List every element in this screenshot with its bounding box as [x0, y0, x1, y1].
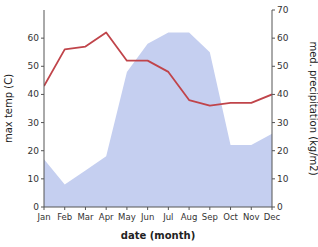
tick-label: 10: [277, 174, 289, 184]
tick-label: May: [118, 212, 136, 222]
y2-axis: 0 10 20 30 40 50 60 70 med. precipitation (kg/m2…: [272, 5, 318, 212]
tick-label: Oct: [223, 212, 238, 222]
tick: [41, 150, 44, 151]
tick: [189, 207, 190, 210]
tick-label: Sep: [202, 212, 218, 222]
tick-label: 20: [28, 146, 40, 156]
tick: [272, 94, 275, 95]
chart: 0 10 20 30 40 50 60 max temp (C) 0 10 20 30 40 50 60 70…: [0, 0, 318, 247]
tick: [41, 66, 44, 67]
tick-label: 40: [277, 89, 289, 99]
tick-label: 30: [28, 118, 40, 128]
tick-label: Nov: [243, 212, 260, 222]
tick: [147, 207, 148, 210]
tick-label: 50: [277, 61, 289, 71]
tick-label: Feb: [57, 212, 72, 222]
tick: [41, 38, 44, 39]
axis-line: [272, 10, 273, 207]
tick-label: 0: [33, 202, 39, 212]
tick-label: Jan: [36, 212, 50, 222]
tick: [41, 94, 44, 95]
tick: [41, 122, 44, 123]
tick: [272, 66, 275, 67]
tick-label: 30: [277, 118, 289, 128]
tick: [85, 207, 86, 210]
axis-label: date (month): [121, 230, 195, 241]
axis-label: med. precipitation (kg/m2): [308, 41, 318, 175]
y-axis: 0 10 20 30 40 50 60 max temp (C): [3, 10, 44, 212]
tick-label: 40: [28, 89, 40, 99]
tick: [272, 150, 275, 151]
tick: [126, 207, 127, 210]
tick-label: Aug: [181, 212, 198, 222]
tick: [272, 38, 275, 39]
tick-label: 20: [277, 146, 289, 156]
tick: [251, 207, 252, 210]
precipitation-area: [44, 33, 272, 207]
tick: [41, 178, 44, 179]
tick: [64, 207, 65, 210]
tick: [168, 207, 169, 210]
tick-label: Dec: [264, 212, 281, 222]
tick-label: Jun: [140, 212, 154, 222]
tick: [209, 207, 210, 210]
tick: [44, 207, 45, 210]
tick-label: 10: [28, 174, 40, 184]
tick: [272, 178, 275, 179]
tick-label: Jul: [162, 212, 173, 222]
x-axis: Jan Feb Mar Apr May Jun Jul Aug Sep Oct Nov Dec date…: [36, 207, 280, 241]
axis-line: [44, 10, 45, 207]
tick-label: 60: [277, 33, 289, 43]
tick-label: 60: [28, 33, 40, 43]
tick-label: 70: [277, 5, 289, 15]
tick-label: 50: [28, 61, 40, 71]
tick: [272, 10, 275, 11]
tick-label: Apr: [99, 212, 114, 222]
axis-label: max temp (C): [3, 74, 14, 143]
tick: [272, 122, 275, 123]
tick: [272, 207, 273, 210]
plot-area: [44, 33, 272, 207]
tick-label: 0: [277, 202, 283, 212]
tick: [230, 207, 231, 210]
tick-label: Mar: [77, 212, 94, 222]
temperature-line: [44, 33, 272, 106]
axis-line: [44, 207, 272, 208]
tick: [106, 207, 107, 210]
